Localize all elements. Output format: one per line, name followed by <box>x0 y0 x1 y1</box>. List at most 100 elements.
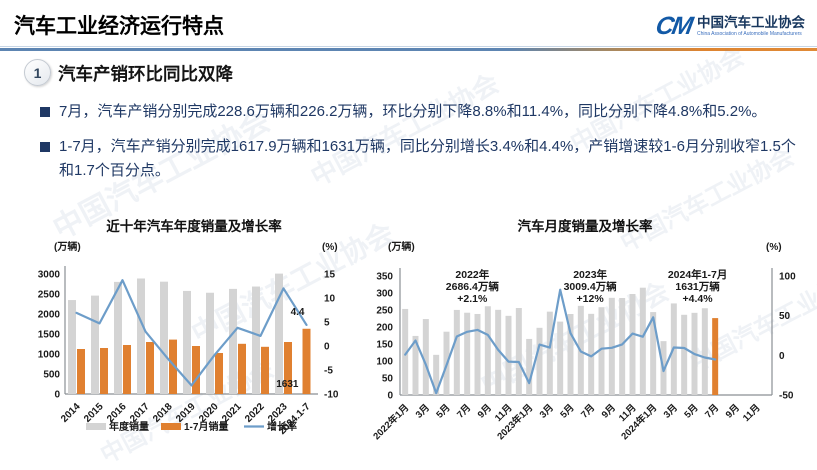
x-axis-tick: 2015 <box>82 401 106 425</box>
growth-rate-line <box>75 279 308 387</box>
bar <box>206 292 214 394</box>
bar <box>77 349 85 394</box>
bullet-item: 7月，汽车产销分别完成228.6万辆和226.2万辆，环比分别下降8.8%和11… <box>40 100 797 123</box>
bar <box>238 343 246 394</box>
chart-title: 汽车月度销量及增长率 <box>518 218 653 234</box>
bar <box>608 297 615 395</box>
bar <box>505 315 512 395</box>
bar <box>146 342 154 394</box>
x-axis-tick: 11月 <box>741 402 763 424</box>
bullet-text: 7月，汽车产销分别完成228.6万辆和226.2万辆，环比分别下降8.8%和11… <box>59 103 767 120</box>
org-logo: CM 中国汽车工业协会 China Association of Automob… <box>653 12 805 40</box>
bar <box>68 300 76 394</box>
bar <box>100 348 108 394</box>
left-axis-tick: 1000 <box>38 350 61 361</box>
bar <box>91 295 99 394</box>
right-axis-unit: (%) <box>322 242 338 253</box>
bar <box>701 308 708 395</box>
right-axis-tick: -10 <box>324 390 339 401</box>
x-axis-tick: 9月 <box>724 402 742 420</box>
right-axis-tick: 50 <box>779 311 791 322</box>
bar <box>137 278 145 394</box>
x-axis-tick: 3月 <box>414 402 432 420</box>
bar <box>453 309 460 395</box>
x-axis-tick: 2018 <box>151 401 175 425</box>
x-axis-tick: 2022 <box>243 401 267 425</box>
monthly-sales-chart: 汽车月度销量及增长率 (万辆) (%) 350 300 250 200 150 100 50 0 10… <box>370 214 814 444</box>
bar <box>526 338 533 395</box>
annual-chart-svg: 近十年汽车年度销量及增长率(万辆) (%)30002500200015001000… <box>38 218 339 437</box>
bar <box>474 313 481 395</box>
bullet-list: 7月，汽车产销分别完成228.6万辆和226.2万辆，环比分别下降8.8%和11… <box>40 100 797 194</box>
bar <box>192 346 200 394</box>
x-axis-tick: 7月 <box>703 402 721 420</box>
left-axis-tick: 250 <box>376 306 393 317</box>
left-axis-tick: 300 <box>376 289 393 300</box>
bullet-text: 1-7月，汽车产销分别完成1617.9万辆和1631万辆，同比分别增长3.4%和… <box>59 138 796 179</box>
x-axis-tick: 3月 <box>662 402 680 420</box>
org-name-en: China Association of Automobile Manufact… <box>697 30 802 37</box>
left-axis-tick: 50 <box>382 374 394 385</box>
data-label: 1631 <box>276 379 299 390</box>
bar <box>183 290 191 394</box>
annotation: +12% <box>577 293 605 305</box>
header-divider <box>0 46 817 51</box>
bar <box>598 307 605 395</box>
bar <box>639 287 646 395</box>
bar <box>515 307 522 395</box>
bar <box>302 328 311 394</box>
annotation: 3009.4万辆 <box>564 280 618 293</box>
x-axis-tick: 5月 <box>682 402 700 420</box>
annotation: 2022年 <box>455 268 489 281</box>
right-axis-tick: -50 <box>779 391 794 402</box>
bullet-item: 1-7月，汽车产销分别完成1617.9万辆和1631万辆，同比分别增长3.4%和… <box>40 135 797 182</box>
left-axis-tick: 2500 <box>38 290 61 301</box>
bar <box>402 308 409 395</box>
bar <box>588 313 595 395</box>
bar <box>681 314 688 395</box>
bar <box>433 354 440 395</box>
bar <box>229 288 237 394</box>
x-axis-tick: 2022年1月 <box>371 402 412 443</box>
bar <box>495 309 502 395</box>
right-axis-tick: 0 <box>779 351 785 362</box>
section-number-badge: 1 <box>24 59 51 86</box>
left-axis-tick: 500 <box>43 370 60 381</box>
x-axis-tick: 2014 <box>59 401 83 425</box>
x-axis-tick: 7月 <box>455 402 473 420</box>
x-axis-tick: 9月 <box>600 402 618 420</box>
bar <box>123 345 131 394</box>
org-logo-text: 中国汽车工业协会 China Association of Automobile… <box>697 15 805 37</box>
x-axis-tick: 7月 <box>579 402 597 420</box>
legend-swatch-orange <box>161 423 181 430</box>
left-axis-tick: 1500 <box>38 330 61 341</box>
left-axis-unit: (万辆) <box>388 240 415 253</box>
bar <box>629 294 636 395</box>
section-title: 汽车产销环比同比双降 <box>58 64 233 84</box>
legend-label: 年度销量 <box>109 420 149 433</box>
bar <box>546 311 553 395</box>
left-axis-unit: (万辆) <box>54 240 81 253</box>
legend-swatch-gray <box>86 423 106 430</box>
bar <box>284 342 292 394</box>
bar <box>484 306 491 395</box>
growth-rate-line <box>404 288 717 395</box>
annotation: +2.1% <box>457 293 488 305</box>
caam-logo-icon: CM <box>653 12 694 40</box>
left-axis-tick: 200 <box>376 323 393 334</box>
x-axis-tick: 3月 <box>538 402 556 420</box>
annotation: 2023年 <box>573 268 607 281</box>
x-axis-tick: 5月 <box>558 402 576 420</box>
bar <box>261 346 269 394</box>
page-title: 汽车工业经济运行特点 <box>14 15 224 38</box>
bar <box>557 321 564 395</box>
bar <box>536 327 543 395</box>
bar <box>712 318 719 395</box>
annotation: 2024年1-7月 <box>668 268 728 281</box>
bar <box>114 281 122 394</box>
bar <box>215 353 223 394</box>
left-axis-tick: 350 <box>376 272 393 283</box>
bar <box>275 273 283 394</box>
legend-label: 1-7月销量 <box>184 420 228 433</box>
right-axis-tick: 100 <box>779 272 796 283</box>
